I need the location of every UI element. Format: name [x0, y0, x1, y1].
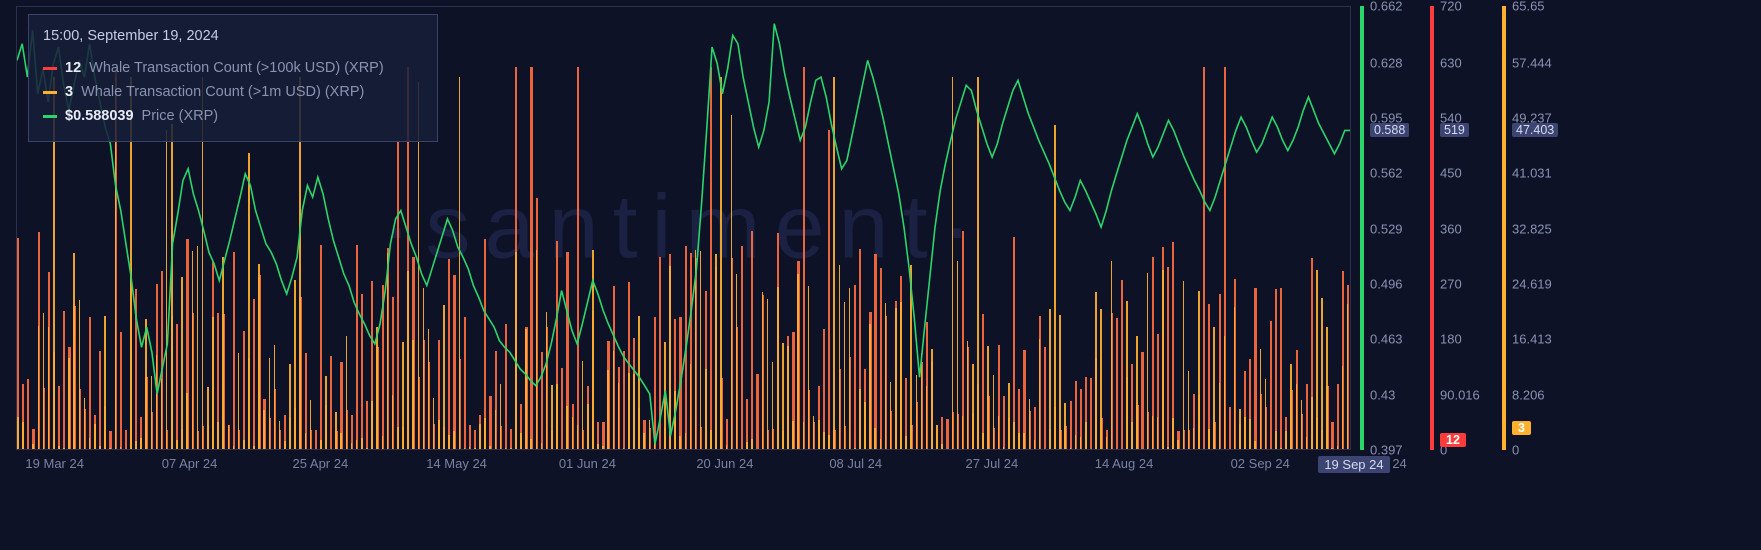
axis-ticks: 72063054045036027018090.0160519 — [1440, 6, 1500, 450]
axis-tick-label: 630 — [1440, 55, 1462, 70]
crosshair-vertical — [1350, 7, 1351, 449]
legend-row: 3 Whale Transaction Count (>1m USD) (XRP) — [43, 81, 423, 105]
x-tick-label: 14 May 24 — [426, 456, 487, 471]
axis-tick-label: 0.496 — [1370, 276, 1403, 291]
legend-swatch — [43, 67, 57, 70]
axis-tick-highlight: 519 — [1440, 123, 1469, 137]
axis-line — [1430, 6, 1434, 450]
axis-tick-label: 0.662 — [1370, 0, 1403, 14]
axis-tick-label: 450 — [1440, 166, 1462, 181]
axis-tick-label: 16.413 — [1512, 332, 1552, 347]
legend-value: 12 — [65, 57, 81, 81]
axis-ticks: 0.6620.6280.5950.5620.5290.4960.4630.430… — [1370, 6, 1430, 450]
axis-tick-label: 270 — [1440, 276, 1462, 291]
axis-line — [1502, 6, 1506, 450]
x-tick-label: 01 Jun 24 — [559, 456, 616, 471]
legend-value: $0.588039 — [65, 105, 134, 129]
x-tick-label: 19 Mar 24 — [25, 456, 84, 471]
axis-ticks: 65.6557.44449.23741.03132.82524.61916.41… — [1512, 6, 1572, 450]
axis-tick-label: 8.206 — [1512, 387, 1545, 402]
legend-label: Price (XRP) — [142, 105, 219, 129]
axis-tick-label: 180 — [1440, 332, 1462, 347]
tooltip-timestamp: 15:00, September 19, 2024 — [43, 25, 423, 49]
legend-swatch — [43, 115, 57, 118]
axis-tick-label: 32.825 — [1512, 221, 1552, 236]
axis-tick-label: 0 — [1512, 443, 1519, 458]
legend-row: $0.588039 Price (XRP) — [43, 105, 423, 129]
chart-root: ·santiment· 15:00, September 19, 2024 12… — [0, 0, 1761, 550]
x-tick-label: 08 Jul 24 — [829, 456, 882, 471]
legend-label: Whale Transaction Count (>100k USD) (XRP… — [89, 57, 384, 81]
axis-tick-label: 0.43 — [1370, 387, 1395, 402]
legend-label: Whale Transaction Count (>1m USD) (XRP) — [81, 81, 364, 105]
axis-badge: 12 — [1440, 433, 1466, 447]
axis-tick-label: 24.619 — [1512, 276, 1552, 291]
axis-tick-label: 0.628 — [1370, 55, 1403, 70]
axis-line — [1360, 6, 1364, 450]
axis-tick-label: 65.65 — [1512, 0, 1545, 14]
tooltip-legend-box: 15:00, September 19, 2024 12Whale Transa… — [28, 14, 438, 142]
axis-badge: 3 — [1512, 421, 1531, 435]
axis-tick-label: 0.397 — [1370, 443, 1403, 458]
x-tick-label: 02 Sep 24 — [1231, 456, 1290, 471]
legend-row: 12 Whale Transaction Count (>100k USD) (X… — [43, 57, 423, 81]
axis-tick-label: 360 — [1440, 221, 1462, 236]
axis-tick-label: 57.444 — [1512, 55, 1552, 70]
axis-tick-label: 0.529 — [1370, 221, 1403, 236]
legend-value: 3 — [65, 81, 73, 105]
axis-tick-label: 0.562 — [1370, 166, 1403, 181]
x-axis: 19 Mar 24 07 Apr 24 25 Apr 24 14 May 24 01 J… — [16, 456, 1351, 478]
axis-tick-label: 41.031 — [1512, 166, 1552, 181]
axis-tick-label: 0.463 — [1370, 332, 1403, 347]
x-tick-label: 20 Jun 24 — [696, 456, 753, 471]
x-tick-highlight: 19 Sep 24 — [1318, 456, 1389, 473]
axis-tick-highlight: 47.403 — [1512, 123, 1558, 137]
x-tick-label: 07 Apr 24 — [162, 456, 218, 471]
axis-tick-label: 720 — [1440, 0, 1462, 14]
x-tick-label: 27 Jul 24 — [965, 456, 1018, 471]
axis-tick-label: 90.016 — [1440, 387, 1480, 402]
axis-tick-highlight: 0.588 — [1370, 123, 1409, 137]
legend-swatch — [43, 91, 57, 94]
x-tick-label: 25 Apr 24 — [293, 456, 349, 471]
x-tick-label: 14 Aug 24 — [1095, 456, 1154, 471]
x-tick-trailing: 24 — [1392, 456, 1406, 471]
